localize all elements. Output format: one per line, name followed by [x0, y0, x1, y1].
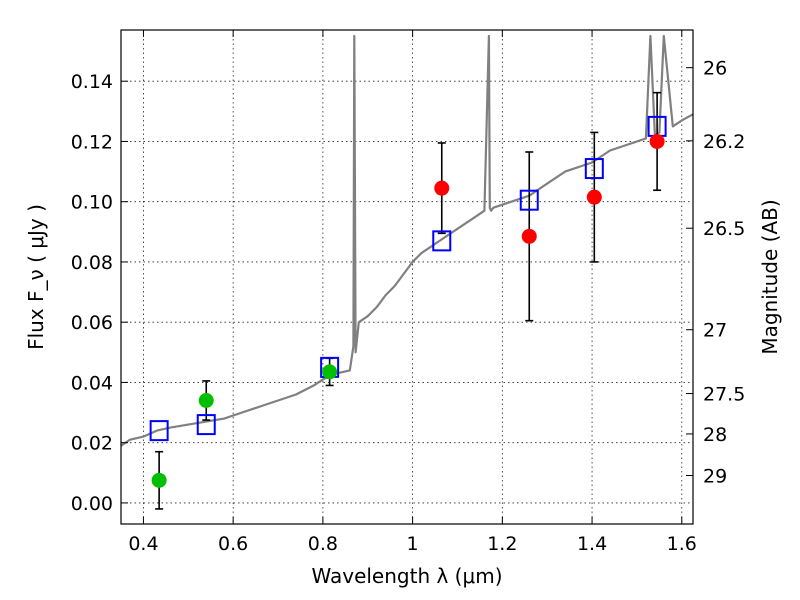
data-point: [434, 180, 450, 196]
spectrum-layer: [120, 34, 694, 447]
data-point: [322, 364, 338, 380]
data-point: [521, 228, 537, 244]
y-tick-label: 0.06: [71, 312, 113, 334]
x-tick-label: 1: [407, 533, 419, 555]
y-tick-label: 0.00: [71, 493, 113, 515]
right-tick-label: 28: [703, 424, 727, 446]
right-tick-label: 29: [703, 466, 727, 488]
y-tick-label: 0.10: [71, 192, 113, 214]
x-tick-label: 0.6: [218, 533, 248, 555]
x-tick-label: 0.4: [128, 533, 158, 555]
y-axis-label: Flux F_ν ( μJy ): [24, 204, 48, 350]
right-axis-label: Magnitude (AB): [758, 199, 782, 354]
grid-layer: [121, 30, 693, 524]
marks-layer: [149, 91, 667, 510]
plot-frame: [120, 29, 694, 525]
y-tick-label: 0.04: [71, 372, 113, 394]
ticks-layer: 0.4 0.6 0.8 1 1.2 1.4 1.6 0.00 0.02 0.04 0.06 0.08 0…: [71, 30, 745, 555]
model-square: [149, 420, 169, 442]
x-tick-label: 1.4: [577, 533, 607, 555]
model-square: [432, 230, 452, 252]
x-tick-label: 0.8: [308, 533, 338, 555]
y-tick-label: 0.12: [71, 131, 113, 153]
right-tick-label: 26.5: [703, 218, 745, 240]
right-tick-label: 26: [703, 58, 727, 80]
right-tick-label: 27: [703, 320, 727, 342]
model-square: [196, 414, 216, 436]
y-tick-label: 0.02: [71, 433, 113, 455]
y-tick-label: 0.08: [71, 252, 113, 274]
data-point: [649, 133, 665, 149]
model-square: [584, 158, 604, 180]
y-tick-label: 0.14: [71, 71, 113, 93]
spectrum-line: [120, 34, 694, 447]
right-tick-label: 26.2: [703, 131, 745, 153]
right-tick-label: 27.5: [703, 384, 745, 406]
x-axis-label: Wavelength λ (μm): [311, 564, 502, 588]
data-point: [198, 393, 214, 408]
x-tick-label: 1.2: [487, 533, 517, 555]
model-square: [519, 189, 539, 211]
x-tick-label: 1.6: [667, 533, 697, 555]
data-point: [586, 189, 602, 205]
data-point: [151, 472, 167, 488]
